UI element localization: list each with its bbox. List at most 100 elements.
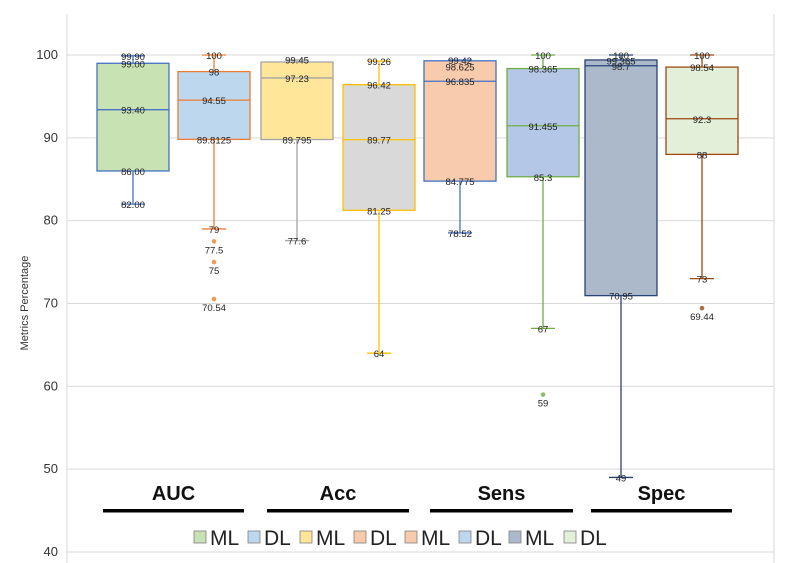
legend-label: ML [210, 527, 239, 550]
legend-label: DL [580, 527, 607, 550]
data-label: 100 [613, 51, 629, 62]
data-label: 78.52 [448, 229, 472, 240]
legend-swatch [458, 530, 472, 544]
data-label: 49 [616, 473, 627, 484]
legend-item: ML [193, 527, 239, 550]
box-2 [177, 54, 251, 302]
group-label-spec: Spec [638, 483, 686, 505]
data-label: 92.3 [693, 115, 712, 126]
data-label: 75 [209, 266, 220, 277]
group-label-acc: Acc [320, 483, 357, 505]
data-label: 99.26 [367, 57, 391, 68]
box-iqr [260, 61, 334, 141]
group-underline [267, 509, 409, 513]
box-4 [342, 60, 416, 354]
legend-swatch [508, 530, 522, 544]
y-tick-label: 60 [44, 378, 58, 393]
data-label: 79 [209, 225, 220, 236]
legend-swatch [563, 530, 577, 544]
data-label: 100 [535, 51, 551, 62]
legend-label: ML [525, 527, 554, 550]
box-1 [96, 55, 170, 205]
legend-item: DL [353, 527, 397, 550]
legend-item: ML [508, 527, 554, 550]
data-label: 89.8125 [197, 135, 231, 146]
legend: ML DL ML DL ML DL ML DL [193, 527, 607, 550]
outlier-point [211, 259, 217, 265]
legend-label: DL [475, 527, 502, 550]
y-axis-ticks: 40 50 60 70 80 90 100 [36, 47, 58, 559]
legend-item: DL [247, 527, 291, 550]
box-8 [665, 54, 739, 311]
legend-swatch [193, 530, 207, 544]
legend-item: DL [563, 527, 607, 550]
data-label: 96.835 [445, 77, 474, 88]
data-label: 98.365 [528, 65, 557, 76]
data-label: 98.54 [690, 63, 714, 74]
y-axis-label: Metrics Percentage [19, 256, 31, 351]
box-7 [584, 54, 658, 479]
box-iqr [665, 66, 739, 156]
outlier-point [699, 305, 705, 311]
group-label-sens: Sens [478, 483, 526, 505]
y-tick-label: 70 [44, 296, 58, 311]
group-underline [103, 509, 244, 513]
y-tick-label: 100 [36, 47, 58, 62]
data-label: 98.625 [445, 62, 474, 73]
data-label: 81.25 [367, 206, 391, 217]
legend-item: DL [458, 527, 502, 550]
legend-swatch [247, 530, 261, 544]
data-label: 100 [694, 51, 710, 62]
data-label: 77.5 [205, 245, 224, 256]
data-label: 77.6 [288, 237, 307, 248]
data-label: 67 [538, 324, 549, 335]
data-label: 70.95 [609, 292, 633, 303]
data-label: 84.775 [445, 177, 474, 188]
group-label-auc: AUC [152, 483, 195, 505]
data-label: 82.00 [121, 200, 145, 211]
data-label: 73 [697, 275, 708, 286]
data-label: 64 [374, 349, 385, 360]
legend-label: DL [370, 527, 397, 550]
data-label: 99.00 [121, 59, 145, 70]
data-label: 88 [697, 150, 708, 161]
legend-label: ML [421, 527, 450, 550]
data-label: 70.54 [202, 303, 226, 314]
box-6 [506, 54, 580, 397]
box-iqr [177, 70, 251, 141]
legend-item: ML [299, 527, 345, 550]
outlier-point [211, 296, 217, 302]
group-underline [430, 509, 573, 513]
data-label: 93.40 [121, 106, 145, 117]
data-label: 97.23 [285, 74, 309, 85]
legend-item: ML [404, 527, 450, 550]
legend-swatch [299, 530, 313, 544]
data-label: 89.77 [367, 136, 391, 147]
y-tick-label: 80 [44, 213, 58, 228]
outlier-point [540, 392, 546, 397]
y-tick-label: 40 [44, 544, 58, 559]
data-label: 99.365 [606, 56, 635, 67]
y-tick-label: 50 [44, 461, 58, 476]
data-label: 94.55 [202, 96, 226, 107]
legend-label: DL [264, 527, 291, 550]
box-iqr [96, 62, 170, 172]
data-label: 99.90 [121, 52, 145, 63]
box-iqr [584, 59, 658, 297]
data-label: 99.45 [285, 56, 309, 67]
box-3 [260, 59, 334, 242]
data-label: 98.7 [612, 62, 631, 73]
data-label: 85.3 [534, 173, 553, 184]
outlier-point [211, 239, 217, 244]
data-label: 100 [206, 51, 222, 62]
box-iqr [506, 67, 580, 178]
legend-swatch [404, 530, 418, 544]
data-label: 96.42 [367, 81, 391, 92]
group-labels: AUC Acc Sens Spec [103, 483, 732, 513]
box-iqr [342, 84, 416, 211]
legend-label: ML [316, 527, 345, 550]
boxes [96, 54, 739, 479]
